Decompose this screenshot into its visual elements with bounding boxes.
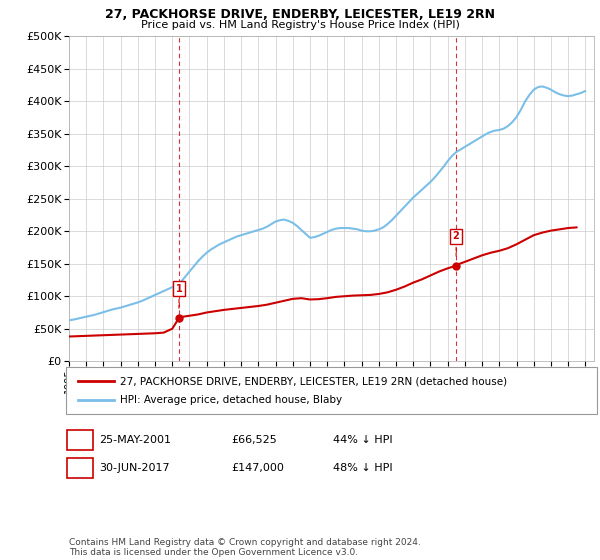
- Text: HPI: Average price, detached house, Blaby: HPI: Average price, detached house, Blab…: [120, 395, 342, 405]
- Text: 44% ↓ HPI: 44% ↓ HPI: [333, 435, 392, 445]
- Text: 1: 1: [76, 435, 84, 445]
- Text: 30-JUN-2017: 30-JUN-2017: [99, 463, 170, 473]
- Text: Contains HM Land Registry data © Crown copyright and database right 2024.
This d: Contains HM Land Registry data © Crown c…: [69, 538, 421, 557]
- Text: £66,525: £66,525: [231, 435, 277, 445]
- Text: 27, PACKHORSE DRIVE, ENDERBY, LEICESTER, LE19 2RN: 27, PACKHORSE DRIVE, ENDERBY, LEICESTER,…: [105, 8, 495, 21]
- Text: £147,000: £147,000: [231, 463, 284, 473]
- Text: 2: 2: [76, 463, 84, 473]
- Text: 25-MAY-2001: 25-MAY-2001: [99, 435, 171, 445]
- Text: Price paid vs. HM Land Registry's House Price Index (HPI): Price paid vs. HM Land Registry's House …: [140, 20, 460, 30]
- Text: 48% ↓ HPI: 48% ↓ HPI: [333, 463, 392, 473]
- Text: 1: 1: [176, 284, 182, 310]
- Text: 27, PACKHORSE DRIVE, ENDERBY, LEICESTER, LE19 2RN (detached house): 27, PACKHORSE DRIVE, ENDERBY, LEICESTER,…: [120, 376, 507, 386]
- Text: 2: 2: [453, 231, 460, 258]
